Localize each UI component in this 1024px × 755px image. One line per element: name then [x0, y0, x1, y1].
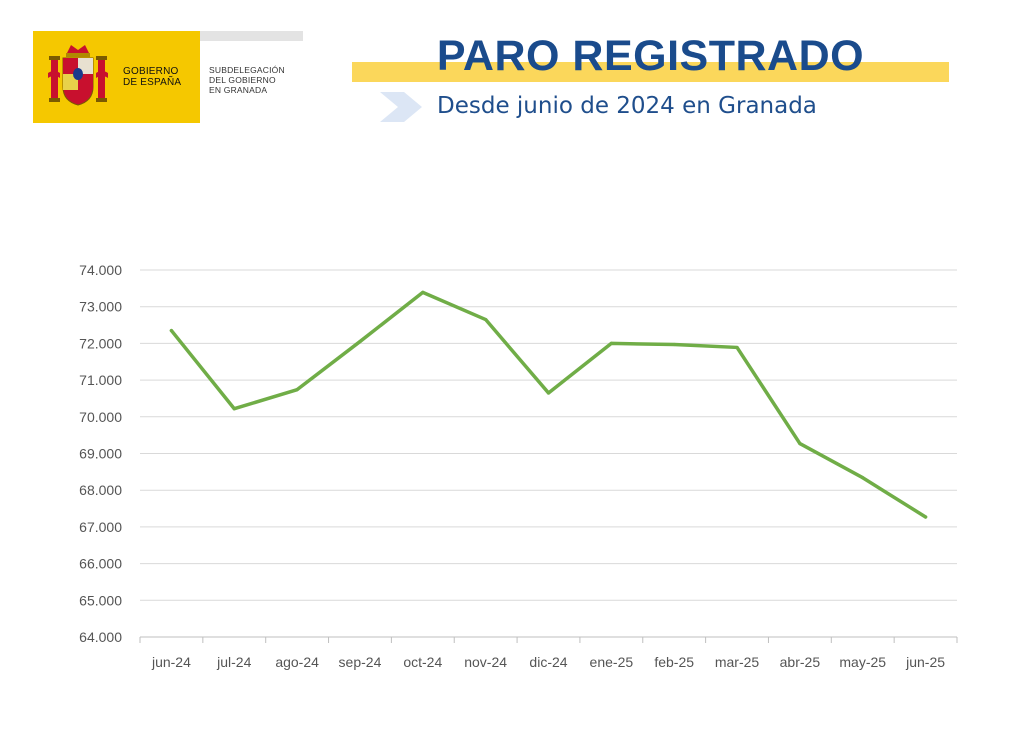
- data-point: [672, 342, 676, 347]
- y-tick-label: 72.000: [79, 335, 122, 351]
- chart-series: [169, 290, 928, 519]
- data-point: [484, 317, 488, 322]
- data-point: [861, 476, 865, 480]
- y-tick-label: 68.000: [79, 482, 122, 498]
- x-tick-label: feb-25: [654, 654, 694, 670]
- government-logo: GOBIERNO DE ESPAÑA SUBDELEGACIÓN DEL GOB…: [33, 31, 303, 123]
- y-tick-label: 69.000: [79, 446, 122, 462]
- x-tick-label: jun-24: [151, 654, 191, 670]
- sub-line-3: EN GRANADA: [209, 85, 268, 95]
- chart-grid: [140, 269, 957, 601]
- subdelegacion-text: SUBDELEGACIÓN DEL GOBIERNO EN GRANADA: [209, 65, 285, 95]
- x-axis: [139, 636, 958, 643]
- data-point: [295, 388, 299, 392]
- y-tick-label: 71.000: [79, 372, 122, 388]
- x-tick-label: jun-25: [905, 654, 945, 670]
- gov-line-1: GOBIERNO: [123, 66, 179, 77]
- data-point: [358, 339, 362, 344]
- y-tick-label: 73.000: [79, 299, 122, 315]
- y-axis-ticks: 64.000 65.000 66.000 67.000 68.000 69.000 70.0…: [79, 262, 122, 645]
- chevron-right-icon: [380, 92, 422, 122]
- y-tick-label: 67.000: [79, 519, 122, 535]
- data-point: [923, 515, 928, 519]
- y-tick-label: 66.000: [79, 556, 122, 572]
- x-tick-label: ago-24: [275, 654, 319, 670]
- x-tick-label: sep-24: [339, 654, 382, 670]
- title-highlight-band: [352, 62, 949, 82]
- data-point: [798, 441, 802, 446]
- y-tick-label: 74.000: [79, 262, 122, 278]
- logo-white-panel: SUBDELEGACIÓN DEL GOBIERNO EN GRANADA: [200, 31, 303, 123]
- y-tick-label: 64.000: [79, 629, 122, 645]
- x-tick-label: jul-24: [216, 654, 251, 670]
- x-tick-label: dic-24: [529, 654, 567, 670]
- sub-line-2: DEL GOBIERNO: [209, 75, 276, 85]
- sub-line-1: SUBDELEGACIÓN: [209, 65, 285, 75]
- x-tick-label: oct-24: [403, 654, 442, 670]
- logo-yellow-panel: GOBIERNO DE ESPAÑA: [33, 31, 200, 123]
- x-tick-label: ene-25: [590, 654, 634, 670]
- x-axis-ticks: jun-24 jul-24 ago-24 sep-24 oct-24 nov-24 dic-…: [151, 654, 945, 670]
- x-tick-label: mar-25: [715, 654, 760, 670]
- data-point: [169, 328, 174, 333]
- x-tick-label: may-25: [839, 654, 886, 670]
- data-point: [609, 341, 613, 345]
- y-tick-label: 65.000: [79, 592, 122, 608]
- page-subtitle: Desde junio de 2024 en Granada: [437, 93, 817, 119]
- gov-line-2: DE ESPAÑA: [123, 77, 182, 88]
- data-point: [546, 391, 551, 395]
- y-tick-label: 70.000: [79, 409, 122, 425]
- data-point: [232, 407, 236, 411]
- x-tick-label: abr-25: [780, 654, 821, 670]
- x-tick-label: nov-24: [464, 654, 507, 670]
- data-point: [421, 290, 425, 294]
- data-point: [735, 345, 739, 350]
- coat-of-arms-icon: [48, 45, 108, 106]
- series-line: [169, 290, 928, 519]
- page-title: PARO REGISTRADO: [436, 32, 865, 80]
- gov-espana-text: GOBIERNO DE ESPAÑA: [123, 66, 181, 88]
